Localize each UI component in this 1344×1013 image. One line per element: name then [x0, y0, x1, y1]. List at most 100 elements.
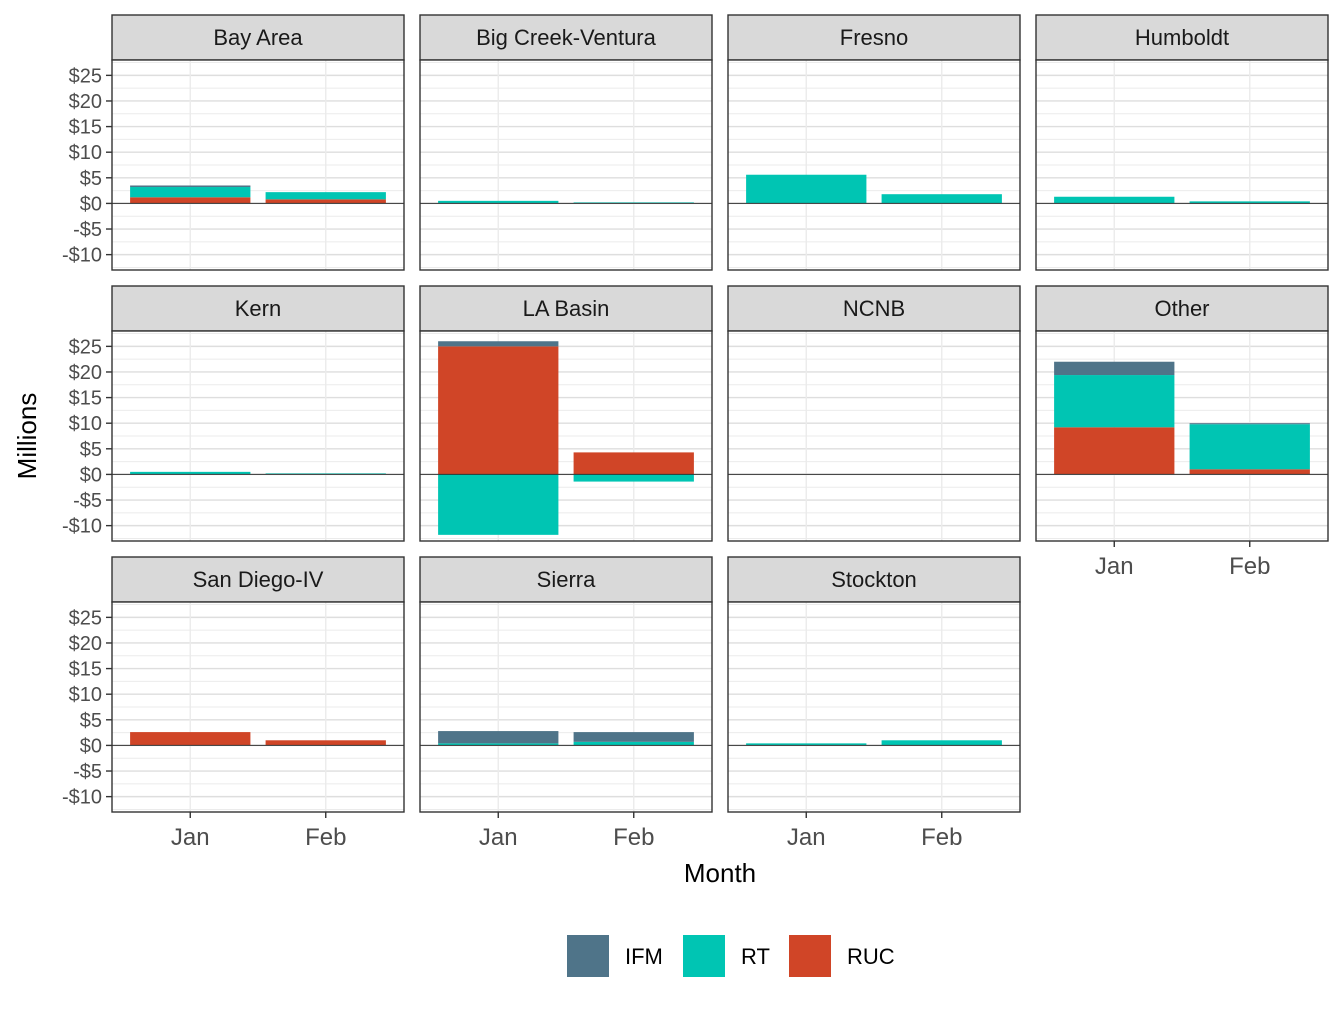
facet-strip	[111, 14, 405, 61]
facet-strip	[1035, 14, 1329, 61]
bar-ifm	[1054, 361, 1175, 376]
x-axis-title: Month	[684, 858, 756, 888]
bar-rt	[746, 174, 867, 204]
y-tick-label: -$5	[73, 490, 102, 512]
panel-border	[1035, 59, 1329, 271]
bar-ifm	[1189, 423, 1310, 425]
y-tick-label: $15	[69, 388, 102, 410]
panel-border	[419, 601, 713, 813]
facet-panel: Other Jan Feb	[1035, 285, 1329, 580]
y-tick-label: $0	[80, 464, 102, 486]
y-tick-label: $25	[69, 336, 102, 358]
facet-strip	[727, 285, 1021, 332]
panel-border	[1035, 330, 1329, 542]
facet-label: LA Basin	[523, 296, 610, 321]
facet-label: Big Creek-Ventura	[476, 25, 657, 50]
legend-key-ifm	[567, 935, 609, 977]
y-tick-label: $15	[69, 659, 102, 681]
legend-label: RUC	[847, 944, 895, 969]
y-tick-label: $0	[80, 735, 102, 757]
bar-rt	[1189, 201, 1310, 204]
bar-ruc	[1189, 469, 1310, 475]
bar-ifm	[130, 185, 251, 188]
bar-rt	[1054, 196, 1175, 204]
facet-panel: Kern -$10 -$5 $0 $5 $10 $15 $20 $25	[62, 285, 405, 542]
y-tick-label: $25	[69, 607, 102, 629]
bar-ifm	[438, 731, 559, 744]
y-tick-label: -$10	[62, 245, 102, 267]
facet-panel: Big Creek-Ventura	[419, 14, 713, 271]
legend-key-rt	[683, 935, 725, 977]
bar-rt	[573, 741, 694, 746]
y-tick-label: -$10	[62, 787, 102, 809]
y-tick-label: $10	[69, 142, 102, 164]
bar-rt	[265, 473, 386, 475]
bar-ruc	[130, 197, 251, 204]
facet-label: Fresno	[840, 25, 908, 50]
y-tick-label: $5	[80, 168, 102, 190]
y-tick-label: $10	[69, 413, 102, 435]
bar-rt	[265, 192, 386, 200]
facet-label: NCNB	[843, 296, 905, 321]
panel-border	[111, 330, 405, 542]
panel-border	[419, 330, 713, 542]
panel-border	[727, 59, 1021, 271]
bar-rt	[130, 187, 251, 198]
panel-border	[111, 59, 405, 271]
bar-rt	[1189, 424, 1310, 470]
bar-ifm	[573, 732, 694, 742]
y-tick-label: $20	[69, 91, 102, 113]
x-tick-label: Jan	[1095, 553, 1134, 580]
facet-panel: San Diego-IV -$10 -$5 $0 $5 $10 $15 $20 $25 Jan Fe…	[62, 556, 405, 851]
y-tick-label: -$5	[73, 761, 102, 783]
bar-rt	[438, 743, 559, 746]
facet-label: Sierra	[537, 567, 596, 592]
bar-rt	[573, 202, 694, 204]
facet-strip	[111, 285, 405, 332]
legend: IFM RT RUC	[567, 935, 895, 977]
facet-label: Stockton	[831, 567, 917, 592]
x-tick-label: Feb	[305, 824, 346, 851]
bar-rt	[438, 474, 559, 535]
y-tick-label: $5	[80, 439, 102, 461]
y-tick-label: -$5	[73, 219, 102, 241]
x-tick-label: Jan	[479, 824, 518, 851]
x-tick-label: Jan	[171, 824, 210, 851]
panel-border	[727, 330, 1021, 542]
facet-panel: Stockton Jan Feb	[727, 556, 1021, 851]
bar-rt	[1054, 375, 1175, 428]
bar-rt	[573, 474, 694, 482]
y-axis-title: Millions	[12, 393, 42, 480]
x-tick-label: Jan	[787, 824, 826, 851]
y-tick-label: -$10	[62, 516, 102, 538]
bar-rt	[438, 200, 559, 204]
bar-ruc	[130, 732, 251, 746]
bar-ruc	[438, 346, 559, 475]
facet-label: Kern	[235, 296, 281, 321]
bar-ruc	[1054, 427, 1175, 475]
facet-panel: Sierra Jan Feb	[419, 556, 713, 851]
facet-label: Other	[1154, 296, 1209, 321]
facet-panel: Bay Area -$10 -$5 $0 $5 $10 $15 $20 $25	[62, 14, 405, 271]
bar-ruc	[265, 740, 386, 746]
y-tick-label: $25	[69, 65, 102, 87]
panel-border	[419, 59, 713, 271]
y-tick-label: $0	[80, 193, 102, 215]
facet-strip	[1035, 285, 1329, 332]
y-tick-label: $15	[69, 117, 102, 139]
bar-rt	[130, 471, 251, 475]
legend-label: RT	[741, 944, 770, 969]
x-tick-label: Feb	[1229, 553, 1270, 580]
y-tick-label: $20	[69, 633, 102, 655]
facet-panel: Humboldt	[1035, 14, 1329, 271]
x-tick-label: Feb	[921, 824, 962, 851]
x-tick-label: Feb	[613, 824, 654, 851]
y-tick-label: $20	[69, 362, 102, 384]
facet-strip	[419, 556, 713, 603]
panel-border	[727, 601, 1021, 813]
facet-strip	[419, 285, 713, 332]
bar-rt	[881, 740, 1002, 746]
facet-panel: NCNB	[727, 285, 1021, 542]
